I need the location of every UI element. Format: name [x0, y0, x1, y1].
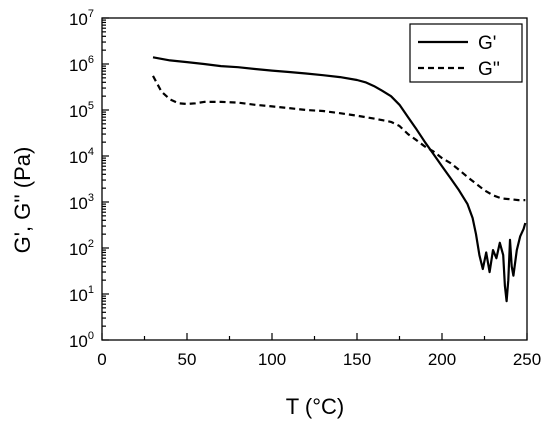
- series-line-g-prime: [152, 56, 527, 303]
- x-tick-label: 100: [258, 350, 286, 369]
- series-layer: [152, 56, 527, 303]
- y-tick-label: 107: [69, 8, 94, 29]
- plot-frame: [101, 17, 528, 341]
- y-tick-label: 102: [69, 238, 94, 259]
- y-tick-label: 101: [69, 284, 94, 305]
- x-tick-label: 50: [178, 350, 197, 369]
- legend-label-g-double-prime: G'': [478, 59, 500, 80]
- y-tick-label: 106: [69, 54, 94, 75]
- y-tick-label: 105: [69, 100, 94, 121]
- series-line-g-double-prime: [152, 75, 526, 202]
- legend-box: [409, 23, 523, 83]
- x-axis-title: T (°C): [286, 394, 345, 419]
- legend: G' G'': [409, 23, 523, 83]
- ticks-layer: 0 50 100 150 200 250 100 101 102 103 104 105 106 107: [69, 8, 541, 369]
- x-tick-label: 200: [428, 350, 456, 369]
- x-tick-label: 150: [343, 350, 371, 369]
- x-tick-label: 250: [513, 350, 541, 369]
- legend-label-g-prime: G': [478, 33, 496, 54]
- y-axis-title: G', G'' (Pa): [10, 147, 35, 254]
- y-tick-label: 103: [69, 192, 94, 213]
- y-tick-label: 104: [69, 146, 94, 167]
- y-tick-label: 100: [69, 330, 94, 351]
- x-tick-label: 0: [97, 350, 106, 369]
